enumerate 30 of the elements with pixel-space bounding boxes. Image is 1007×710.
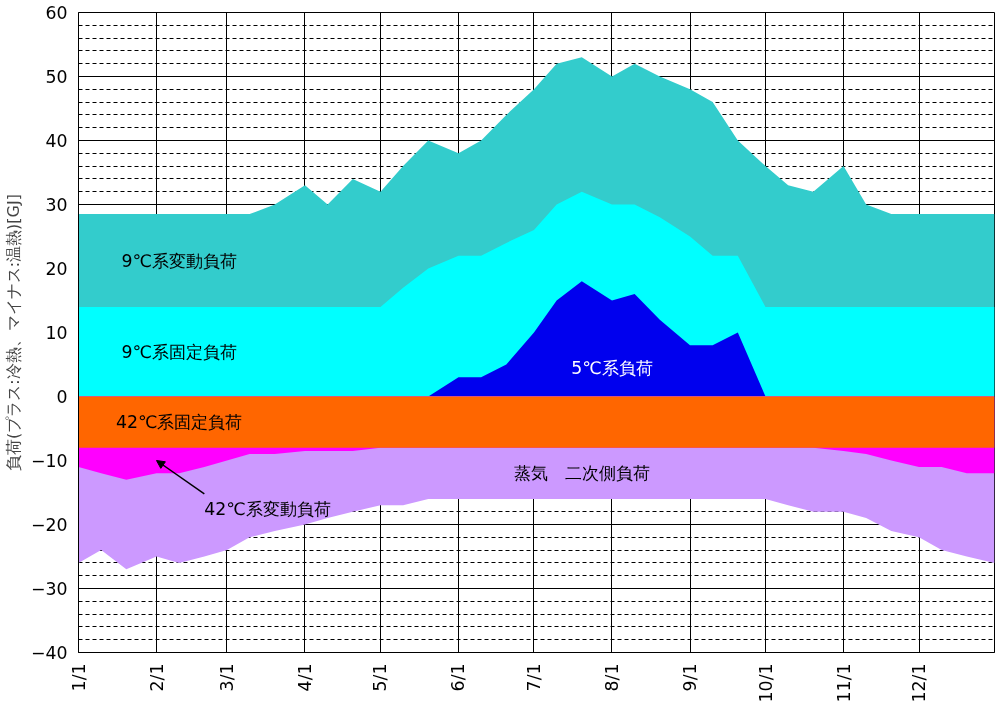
y-tick-label: 30 bbox=[45, 195, 68, 215]
x-tick-label: 9/1 bbox=[680, 663, 701, 692]
x-tick-label: 6/1 bbox=[448, 663, 469, 692]
y-tick-label: −20 bbox=[30, 515, 68, 535]
series-label: 9℃系固定負荷 bbox=[121, 341, 237, 362]
y-tick-label: 50 bbox=[45, 67, 68, 87]
x-tick-label: 10/1 bbox=[755, 663, 776, 703]
x-tick-label: 3/1 bbox=[216, 663, 237, 692]
series-label: 9℃系変動負荷 bbox=[121, 250, 237, 271]
y-tick-label: −10 bbox=[30, 451, 68, 471]
y-tick-label: 10 bbox=[45, 323, 68, 343]
y-tick-label: 20 bbox=[45, 259, 68, 279]
x-tick-label: 12/1 bbox=[909, 663, 930, 703]
x-tick-label: 8/1 bbox=[601, 663, 622, 692]
x-tick-label: 4/1 bbox=[294, 663, 315, 692]
series-label: 5℃系負荷 bbox=[571, 357, 653, 378]
y-tick-label: 60 bbox=[45, 3, 68, 23]
x-tick-label: 1/1 bbox=[68, 663, 89, 692]
series-label: 42℃系固定負荷 bbox=[115, 412, 243, 433]
x-tick-label: 7/1 bbox=[523, 663, 544, 692]
series-label: 42℃系変動負荷 bbox=[204, 498, 331, 519]
y-tick-label: −40 bbox=[30, 643, 68, 663]
y-axis-title: 負荷(プラス:冷熱、マイナス:温熱)[GJ] bbox=[3, 194, 23, 471]
y-tick-label: −30 bbox=[30, 579, 68, 599]
y-tick-label: 40 bbox=[45, 131, 68, 151]
x-tick-label: 2/1 bbox=[146, 663, 167, 692]
x-tick-label: 11/1 bbox=[833, 663, 854, 703]
series-label: 蒸気 二次側負荷 bbox=[513, 463, 650, 484]
y-tick-label: 0 bbox=[56, 387, 68, 407]
x-tick-label: 5/1 bbox=[370, 663, 391, 692]
